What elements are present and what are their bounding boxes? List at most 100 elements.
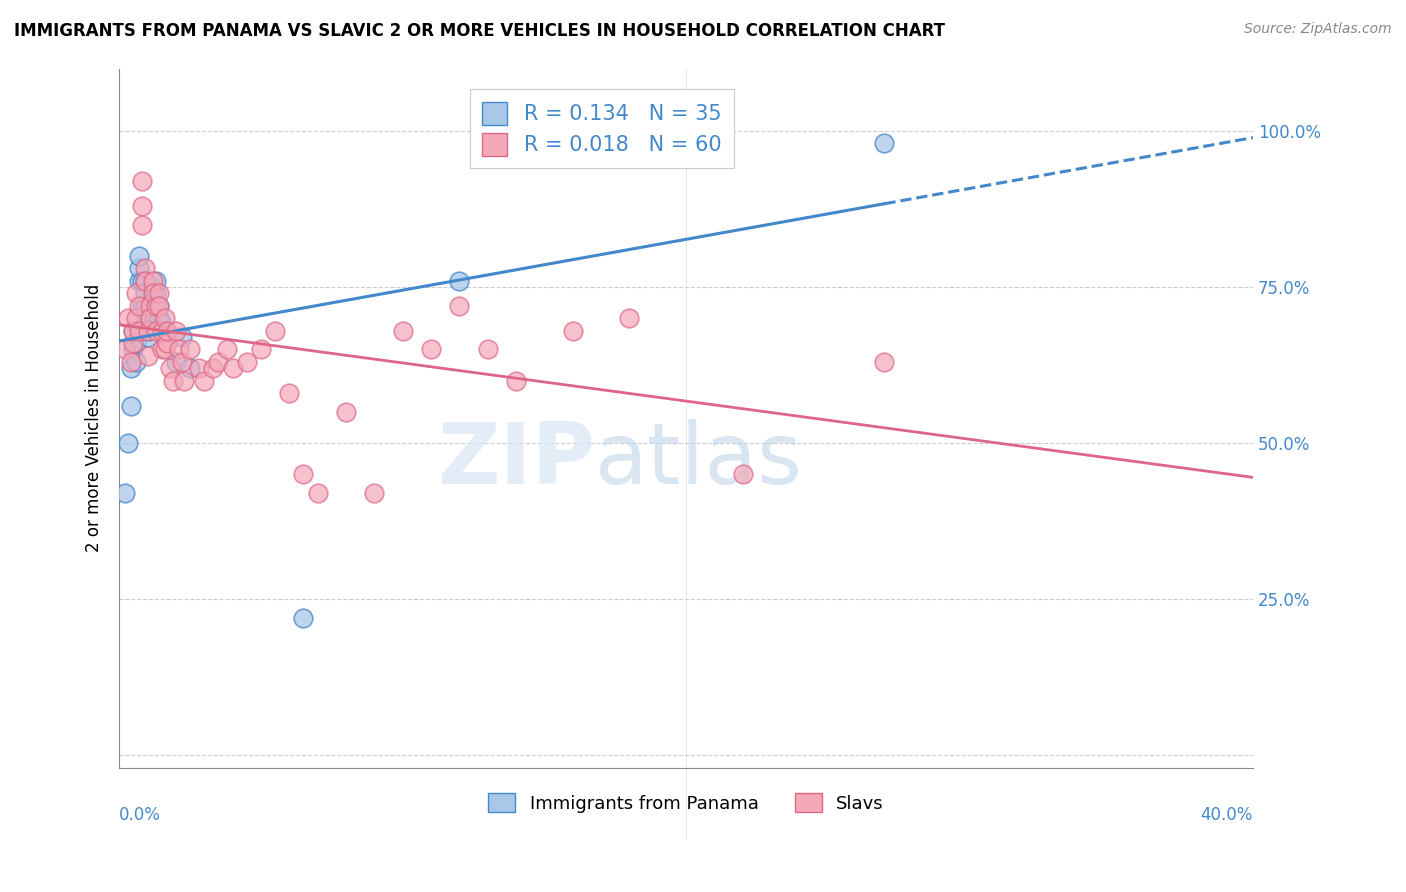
- Point: [136, 324, 159, 338]
- Legend: R = 0.134   N = 35, R = 0.018   N = 60: R = 0.134 N = 35, R = 0.018 N = 60: [470, 89, 734, 169]
- Point: [134, 261, 156, 276]
- Point: [179, 361, 201, 376]
- Point: [292, 611, 315, 625]
- Point: [561, 324, 583, 338]
- Point: [139, 299, 162, 313]
- Point: [153, 343, 176, 357]
- Point: [136, 330, 159, 344]
- Point: [207, 355, 229, 369]
- Point: [117, 436, 139, 450]
- Point: [215, 343, 238, 357]
- Point: [170, 355, 193, 369]
- Point: [136, 349, 159, 363]
- Point: [148, 299, 170, 313]
- Point: [335, 405, 357, 419]
- Point: [139, 318, 162, 332]
- Point: [873, 136, 896, 151]
- Point: [477, 343, 499, 357]
- Point: [125, 311, 148, 326]
- Point: [128, 324, 150, 338]
- Point: [173, 374, 195, 388]
- Point: [122, 324, 145, 338]
- Point: [170, 330, 193, 344]
- Point: [363, 486, 385, 500]
- Point: [278, 386, 301, 401]
- Point: [449, 299, 471, 313]
- Point: [134, 274, 156, 288]
- Point: [449, 274, 471, 288]
- Point: [134, 286, 156, 301]
- Point: [292, 467, 315, 482]
- Point: [131, 299, 153, 313]
- Point: [120, 399, 142, 413]
- Point: [139, 311, 162, 326]
- Point: [131, 218, 153, 232]
- Point: [142, 274, 165, 288]
- Text: IMMIGRANTS FROM PANAMA VS SLAVIC 2 OR MORE VEHICLES IN HOUSEHOLD CORRELATION CHA: IMMIGRANTS FROM PANAMA VS SLAVIC 2 OR MO…: [14, 22, 945, 40]
- Point: [420, 343, 443, 357]
- Point: [250, 343, 273, 357]
- Point: [162, 374, 184, 388]
- Point: [201, 361, 224, 376]
- Point: [505, 374, 527, 388]
- Point: [150, 324, 173, 338]
- Point: [619, 311, 641, 326]
- Point: [873, 355, 896, 369]
- Point: [156, 324, 179, 338]
- Point: [142, 293, 165, 307]
- Point: [136, 324, 159, 338]
- Point: [150, 318, 173, 332]
- Point: [145, 324, 167, 338]
- Point: [236, 355, 259, 369]
- Point: [134, 274, 156, 288]
- Point: [122, 343, 145, 357]
- Point: [122, 336, 145, 351]
- Point: [187, 361, 209, 376]
- Point: [148, 286, 170, 301]
- Point: [128, 249, 150, 263]
- Text: ZIP: ZIP: [437, 418, 595, 501]
- Point: [148, 311, 170, 326]
- Point: [150, 343, 173, 357]
- Point: [731, 467, 754, 482]
- Text: Source: ZipAtlas.com: Source: ZipAtlas.com: [1244, 22, 1392, 37]
- Point: [128, 274, 150, 288]
- Point: [145, 286, 167, 301]
- Point: [125, 355, 148, 369]
- Point: [165, 324, 187, 338]
- Point: [114, 486, 136, 500]
- Point: [165, 355, 187, 369]
- Point: [131, 199, 153, 213]
- Point: [128, 261, 150, 276]
- Y-axis label: 2 or more Vehicles in Household: 2 or more Vehicles in Household: [86, 284, 103, 552]
- Point: [117, 311, 139, 326]
- Point: [145, 274, 167, 288]
- Point: [125, 286, 148, 301]
- Point: [264, 324, 287, 338]
- Point: [145, 299, 167, 313]
- Point: [153, 311, 176, 326]
- Point: [159, 361, 181, 376]
- Point: [139, 305, 162, 319]
- Point: [128, 299, 150, 313]
- Point: [179, 343, 201, 357]
- Point: [120, 355, 142, 369]
- Text: 0.0%: 0.0%: [120, 806, 162, 824]
- Point: [122, 324, 145, 338]
- Point: [142, 286, 165, 301]
- Point: [148, 299, 170, 313]
- Point: [131, 274, 153, 288]
- Text: 40.0%: 40.0%: [1201, 806, 1253, 824]
- Point: [134, 299, 156, 313]
- Text: atlas: atlas: [595, 418, 803, 501]
- Point: [114, 343, 136, 357]
- Point: [120, 361, 142, 376]
- Point: [156, 336, 179, 351]
- Point: [125, 336, 148, 351]
- Point: [307, 486, 329, 500]
- Point: [167, 343, 190, 357]
- Point: [391, 324, 413, 338]
- Point: [193, 374, 215, 388]
- Point: [131, 174, 153, 188]
- Point: [153, 324, 176, 338]
